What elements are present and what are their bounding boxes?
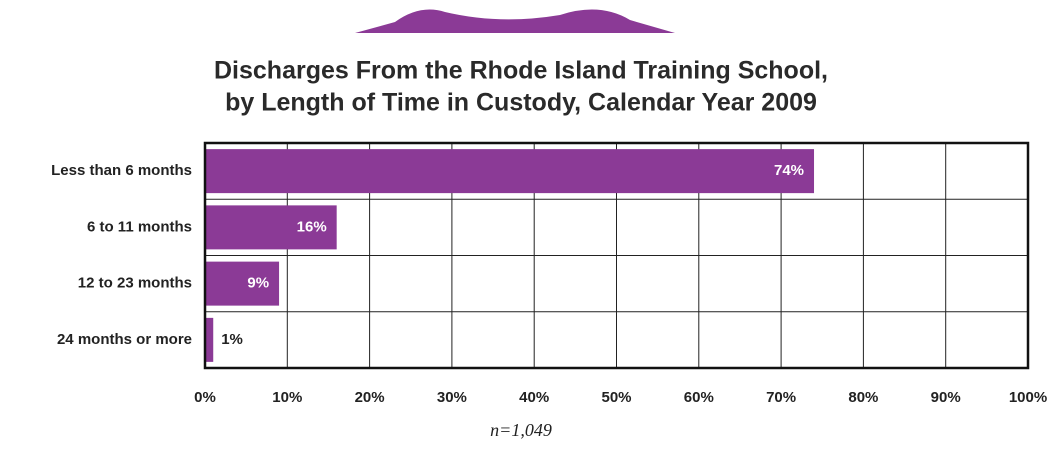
note: n=1,049 bbox=[490, 420, 552, 440]
x-tick-label: 80% bbox=[848, 389, 878, 406]
x-tick-label: 10% bbox=[272, 389, 302, 406]
x-tick-label: 20% bbox=[355, 389, 385, 406]
value-label: 74% bbox=[774, 162, 804, 179]
x-tick-label: 0% bbox=[194, 389, 216, 406]
bar bbox=[205, 149, 814, 193]
category-label: 24 months or more bbox=[57, 331, 192, 348]
x-tick-label: 50% bbox=[601, 389, 631, 406]
x-tick-label: 40% bbox=[519, 389, 549, 406]
x-tick-label: 90% bbox=[931, 389, 961, 406]
value-label: 9% bbox=[247, 275, 269, 292]
x-tick-label: 60% bbox=[684, 389, 714, 406]
category-label: 12 to 23 months bbox=[78, 275, 192, 292]
x-tick-label: 100% bbox=[1009, 389, 1047, 406]
chart-title: by Length of Time in Custody, Calendar Y… bbox=[225, 89, 817, 117]
x-tick-label: 70% bbox=[766, 389, 796, 406]
decoration bbox=[355, 10, 675, 33]
category-label: Less than 6 months bbox=[51, 162, 192, 179]
category-label: 6 to 11 months bbox=[87, 218, 192, 235]
chart-title: Discharges From the Rhode Island Trainin… bbox=[214, 57, 828, 85]
chart: Discharges From the Rhode Island Trainin… bbox=[0, 0, 1052, 464]
value-label: 16% bbox=[297, 218, 327, 235]
value-label: 1% bbox=[221, 331, 243, 348]
x-tick-label: 30% bbox=[437, 389, 467, 406]
